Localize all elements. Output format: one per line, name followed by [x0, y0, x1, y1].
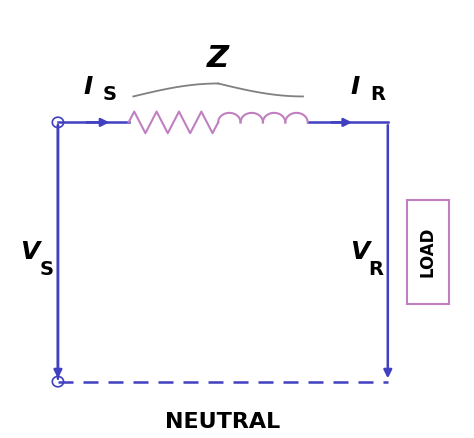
Text: NEUTRAL: NEUTRAL — [165, 412, 281, 432]
Text: LOAD: LOAD — [419, 227, 437, 277]
FancyBboxPatch shape — [407, 200, 449, 304]
Text: R: R — [370, 85, 385, 104]
Text: V: V — [350, 240, 369, 264]
Text: Z: Z — [207, 44, 229, 73]
Text: I: I — [84, 74, 93, 99]
Text: I: I — [350, 74, 359, 99]
Text: V: V — [20, 240, 39, 264]
Text: R: R — [368, 260, 383, 279]
Text: S: S — [39, 260, 53, 279]
Text: S: S — [103, 85, 117, 104]
